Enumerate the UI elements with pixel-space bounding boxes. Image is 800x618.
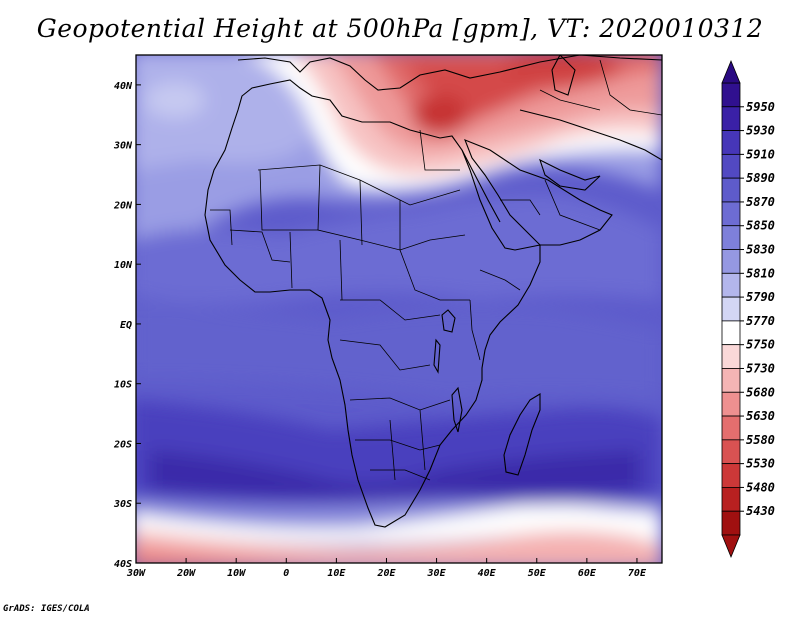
colorbar-swatch <box>721 225 741 250</box>
colorbar-swatch <box>721 106 741 131</box>
x-tick-label: 70E <box>628 568 647 579</box>
y-tick-label: EQ <box>120 320 132 331</box>
colorbar-label: 5830 <box>746 243 775 257</box>
colorbar-swatch <box>721 249 741 274</box>
colorbar-label: 5630 <box>746 409 775 423</box>
x-tick-label: 20W <box>176 568 196 579</box>
colorbar-label: 5810 <box>746 266 775 280</box>
colorbar-swatch <box>721 177 741 203</box>
colorbar-label: 5680 <box>746 385 775 399</box>
colorbar-label: 5930 <box>746 124 775 138</box>
colorbar-lower-arrow <box>721 534 741 559</box>
colorbar-label: 5770 <box>746 314 775 328</box>
colorbar-swatch <box>721 130 741 155</box>
colorbar-swatch <box>721 201 741 227</box>
x-tick-label: 30W <box>126 568 146 579</box>
y-tick-label: 20N <box>113 200 133 211</box>
x-tick-label: 60E <box>578 568 597 579</box>
colorbar-swatch <box>721 82 741 108</box>
colorbar-label: 5580 <box>746 433 775 447</box>
borders <box>210 59 662 481</box>
x-tick-label: 40E <box>478 568 497 579</box>
colorbar-swatch <box>721 463 741 488</box>
colorbar-swatch <box>721 153 741 179</box>
colorbar-swatch <box>721 439 741 465</box>
y-axis: 40N 30N 20N 10N EQ 10S 20S 30S 40S <box>113 81 141 570</box>
colorbar-label: 5530 <box>746 457 775 471</box>
map-frame <box>135 54 663 564</box>
colorbar-label: 5790 <box>746 290 775 304</box>
y-tick-label: 40N <box>114 81 133 92</box>
x-tick-label: 50E <box>528 568 547 579</box>
colorbar-swatch <box>721 344 741 369</box>
x-axis: 30W 20W 10W 0 10E 20E 30E 40E 50E 60E 70E <box>126 558 647 579</box>
colorbar: 5950 5930 5910 5890 5870 5850 5830 5810 5790 5770… <box>721 59 775 559</box>
colorbar-label: 5750 <box>746 338 775 352</box>
colorbar-upper-arrow <box>721 59 741 84</box>
x-tick-label: 30E <box>427 568 447 579</box>
colorbar-swatch <box>721 320 741 346</box>
colorbar-label: 5870 <box>746 195 775 209</box>
colorbar-label: 5480 <box>746 480 775 494</box>
colorbar-swatch <box>721 510 741 536</box>
map-title: Geopotential Height at 500hPa [gpm], VT:… <box>36 14 764 43</box>
y-tick-label: 10N <box>114 260 133 271</box>
colorbar-label: 5890 <box>746 171 775 185</box>
colorbar-swatch <box>721 272 741 298</box>
colorbar-swatch <box>721 487 741 512</box>
colorbar-label: 5430 <box>746 504 775 518</box>
x-tick-label: 20E <box>376 568 396 579</box>
credit-text: GrADS: IGES/COLA <box>3 604 90 614</box>
colorbar-label: 5850 <box>746 219 775 233</box>
colorbar-swatch <box>721 368 741 393</box>
colorbar-swatch <box>721 296 741 322</box>
colorbar-label: 5910 <box>746 147 775 161</box>
y-tick-label: 10S <box>114 380 132 391</box>
coastlines <box>204 55 662 528</box>
colorbar-label: 5730 <box>746 361 775 375</box>
x-tick-label: 0 <box>283 568 289 579</box>
y-tick-label: 20S <box>113 439 132 450</box>
colorbar-label: 5950 <box>746 100 775 114</box>
colorbar-swatch <box>721 391 741 417</box>
x-tick-label: 10E <box>327 568 346 579</box>
colorbar-swatch <box>721 415 741 441</box>
y-tick-label: 30S <box>113 499 132 510</box>
y-tick-label: 30N <box>113 141 133 152</box>
height-field <box>136 55 662 563</box>
y-tick-label: 40S <box>114 559 132 570</box>
x-tick-label: 10W <box>227 568 246 579</box>
